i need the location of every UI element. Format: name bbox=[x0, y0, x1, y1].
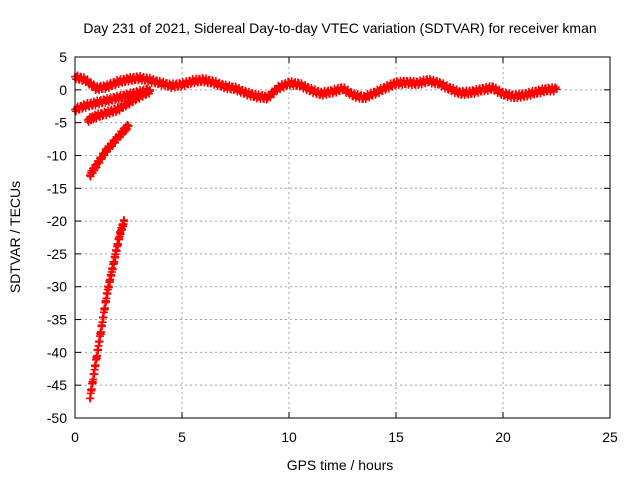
x-tick-label: 15 bbox=[388, 429, 404, 445]
series-descending-arc bbox=[85, 120, 133, 181]
data-points bbox=[71, 71, 561, 403]
data-point bbox=[124, 121, 133, 130]
y-tick-label: -25 bbox=[47, 246, 67, 262]
data-point bbox=[552, 85, 561, 94]
y-tick-label: -5 bbox=[55, 115, 68, 131]
x-tick-label: 10 bbox=[281, 429, 297, 445]
chart-title: Day 231 of 2021, Sidereal Day-to-day VTE… bbox=[83, 20, 596, 36]
series-main-track bbox=[71, 71, 561, 104]
y-tick-label: -45 bbox=[47, 377, 67, 393]
x-tick-label: 25 bbox=[602, 429, 618, 445]
data-point bbox=[145, 87, 154, 96]
grid-lines bbox=[75, 57, 610, 418]
y-tick-label: -40 bbox=[47, 344, 67, 360]
y-tick-label: -15 bbox=[47, 180, 67, 196]
series-low-arc-2 bbox=[83, 86, 154, 126]
y-ticks: 5 0 -5 -10 -15 -20 -25 -30 -35 -40 -45 -50 bbox=[47, 49, 610, 426]
y-tick-label: -50 bbox=[47, 410, 67, 426]
series-steep-arc bbox=[85, 216, 129, 403]
y-axis-title: SDTVAR / TECUs bbox=[7, 181, 23, 293]
x-tick-label: 0 bbox=[71, 429, 79, 445]
series-low-arc-1 bbox=[71, 84, 154, 116]
x-tick-label: 5 bbox=[178, 429, 186, 445]
x-axis-title: GPS time / hours bbox=[287, 457, 394, 473]
data-point bbox=[120, 217, 129, 226]
y-tick-label: -20 bbox=[47, 213, 67, 229]
y-tick-label: -10 bbox=[47, 147, 67, 163]
data-point bbox=[551, 83, 560, 92]
y-tick-label: 0 bbox=[59, 82, 67, 98]
y-tick-label: -35 bbox=[47, 312, 67, 328]
x-tick-label: 20 bbox=[495, 429, 511, 445]
plot-frame bbox=[74, 56, 611, 419]
x-ticks: 0 5 10 15 20 25 bbox=[71, 57, 618, 445]
y-tick-label: 5 bbox=[59, 49, 67, 65]
y-tick-label: -30 bbox=[47, 279, 67, 295]
